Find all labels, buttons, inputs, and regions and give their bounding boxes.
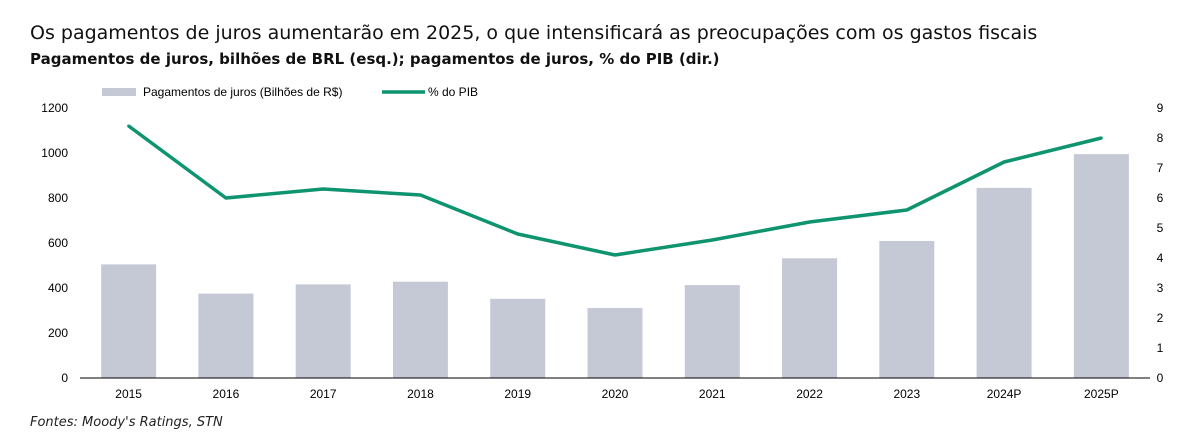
line-point-2025P	[1099, 136, 1103, 140]
x-tick-2017: 2017	[310, 387, 337, 401]
bar-2016	[198, 293, 254, 378]
chart-title: Os pagamentos de juros aumentarão em 202…	[30, 22, 1038, 44]
bar-2022	[782, 258, 838, 378]
y-left-tick-800: 800	[48, 191, 68, 205]
y-right-tick-labels: 0 1 2 3 4 5 6 7 8 9	[1157, 101, 1164, 385]
y-left-tick-200: 200	[48, 326, 68, 340]
bar-series	[101, 154, 1129, 378]
line-point-2015	[127, 124, 131, 128]
line-point-2024P	[1002, 160, 1006, 164]
x-tick-2023: 2023	[893, 387, 920, 401]
x-tick-2020: 2020	[602, 387, 629, 401]
line-point-2023	[905, 208, 909, 212]
bar-2019	[490, 298, 546, 378]
y-right-tick-9: 9	[1157, 101, 1164, 115]
x-tick-2018: 2018	[407, 387, 434, 401]
x-tick-2015: 2015	[115, 387, 142, 401]
bar-2021	[684, 285, 740, 378]
y-left-tick-1200: 1200	[41, 101, 68, 115]
legend-bar-swatch	[102, 88, 136, 96]
x-tick-labels: 2015 2016 2017 2018 2019 2020 2021 2022 2023 2024…	[115, 387, 1118, 401]
x-tick-2016: 2016	[213, 387, 240, 401]
legend-bar-label: Pagamentos de juros (Bilhões de R$)	[143, 85, 342, 99]
x-tick-2019: 2019	[504, 387, 531, 401]
bar-2017	[295, 284, 351, 378]
y-right-tick-8: 8	[1157, 131, 1164, 145]
y-left-tick-1000: 1000	[41, 146, 68, 160]
y-right-tick-7: 7	[1157, 161, 1164, 175]
bar-2024P	[976, 187, 1032, 378]
y-left-tick-labels: 0 200 400 600 800 1000 1200	[41, 101, 68, 385]
line-point-2022	[808, 220, 812, 224]
line-point-2016	[224, 196, 228, 200]
y-right-tick-1: 1	[1157, 341, 1164, 355]
line-point-2018	[418, 193, 422, 197]
y-left-tick-600: 600	[48, 236, 68, 250]
y-left-tick-400: 400	[48, 281, 68, 295]
y-right-tick-4: 4	[1157, 251, 1164, 265]
legend: Pagamentos de juros (Bilhões de R$) % do…	[102, 85, 478, 99]
x-tick-2024P: 2024P	[987, 387, 1022, 401]
line-point-2020	[613, 253, 617, 257]
line-pct-gdp	[127, 124, 1102, 257]
bar-2015	[101, 264, 157, 378]
bar-2025P	[1073, 154, 1129, 378]
chart-subtitle: Pagamentos de juros, bilhões de BRL (esq…	[30, 50, 720, 68]
y-right-tick-6: 6	[1157, 191, 1164, 205]
bar-2023	[879, 240, 935, 378]
y-right-tick-0: 0	[1157, 371, 1164, 385]
line-point-2017	[321, 187, 325, 191]
y-right-tick-3: 3	[1157, 281, 1164, 295]
bar-2018	[392, 281, 448, 378]
line-point-2019	[516, 232, 520, 236]
legend-line-label: % do PIB	[428, 85, 478, 99]
x-tick-2025P: 2025P	[1084, 387, 1119, 401]
y-right-tick-2: 2	[1157, 311, 1164, 325]
y-right-tick-5: 5	[1157, 221, 1164, 235]
bar-2020	[587, 308, 643, 378]
source-note: Fontes: Moody's Ratings, STN	[30, 415, 223, 430]
y-left-tick-0: 0	[61, 371, 68, 385]
line-point-2021	[710, 238, 714, 242]
x-tick-2022: 2022	[796, 387, 823, 401]
line-series	[127, 124, 1103, 257]
x-tick-2021: 2021	[699, 387, 726, 401]
